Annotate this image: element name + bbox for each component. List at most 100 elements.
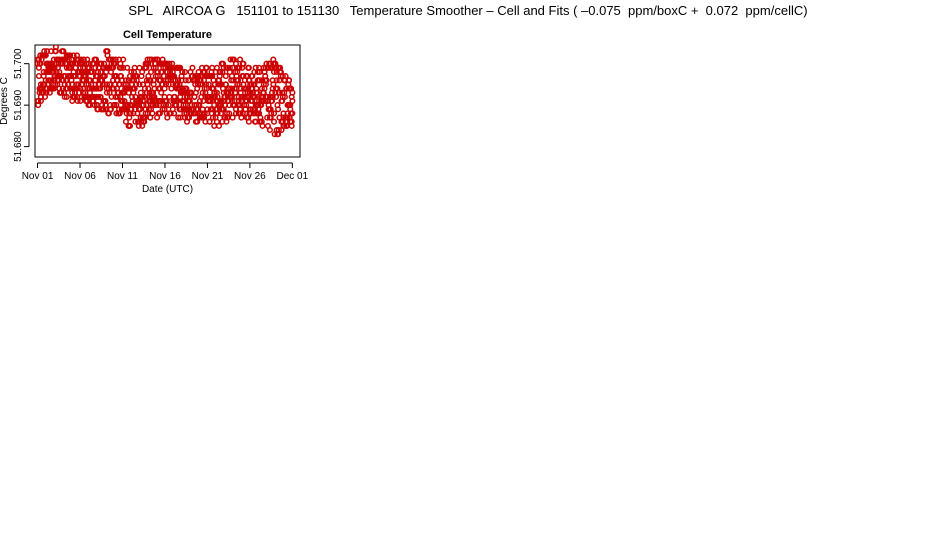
data-point [203, 64, 210, 71]
panel-cell-temperature: Cell Temperature Nov 01 Nov 06 Nov 11 Nov 16… [0, 29, 309, 195]
data-point [113, 102, 120, 109]
data-point [118, 64, 125, 71]
x-tick-label: Nov 06 [64, 171, 96, 182]
data-point [91, 102, 98, 109]
x-axis-label: Date (UTC) [142, 184, 193, 195]
data-point [136, 81, 143, 88]
data-point [209, 64, 216, 71]
data-point [148, 56, 155, 63]
data-point [226, 110, 233, 117]
data-point [156, 110, 163, 117]
data-point [217, 68, 224, 76]
data-point [63, 93, 70, 100]
data-point [74, 97, 81, 105]
data-point [168, 85, 175, 92]
data-point [194, 118, 201, 125]
data-point [264, 114, 271, 121]
data-point [188, 89, 195, 96]
data-point [166, 93, 173, 100]
data-point [70, 52, 77, 59]
data-point [104, 48, 111, 55]
data-point [136, 64, 143, 71]
data-point [71, 93, 78, 100]
data-point [268, 110, 275, 117]
data-point [273, 77, 280, 84]
data-point [179, 68, 186, 76]
data-point [124, 102, 131, 109]
data-point [253, 89, 261, 96]
data-point [205, 81, 212, 88]
data-point [124, 64, 131, 71]
data-point [269, 93, 276, 100]
data-point [61, 93, 68, 100]
data-point [275, 126, 282, 134]
y-tick-label: 51.680 [13, 131, 24, 162]
data-point [226, 64, 233, 71]
data-point [206, 118, 213, 125]
data-point [102, 97, 109, 105]
data-point [270, 110, 278, 117]
data-point [35, 73, 42, 80]
data-point [236, 56, 244, 63]
data-point [209, 114, 216, 121]
data-point [182, 77, 189, 84]
data-points [35, 45, 296, 138]
data-point [92, 56, 100, 63]
data-point [289, 89, 296, 96]
data-point [229, 114, 236, 121]
data-point [215, 122, 223, 129]
data-point [181, 68, 189, 76]
data-point [88, 68, 95, 76]
x-tick-label: Nov 11 [107, 171, 138, 182]
data-point [131, 64, 138, 71]
data-point [141, 93, 148, 100]
data-point [236, 64, 243, 71]
data-point [245, 118, 252, 125]
data-point [137, 106, 144, 113]
x-tick-label: Nov 01 [22, 171, 54, 182]
y-tick-label: 51.690 [13, 89, 24, 120]
data-point [143, 102, 150, 109]
data-point [270, 118, 278, 125]
data-point [97, 93, 104, 100]
data-point [171, 110, 178, 117]
data-point [122, 118, 129, 125]
data-point [158, 89, 165, 96]
data-point [106, 81, 113, 88]
data-point [201, 110, 208, 117]
x-tick-label: Nov 26 [234, 171, 266, 182]
y-tick-label: 51.700 [13, 48, 24, 79]
data-point [92, 64, 99, 71]
data-point [240, 60, 247, 67]
data-point [214, 110, 221, 117]
data-point [133, 73, 140, 80]
data-point [165, 102, 172, 109]
data-point [222, 73, 229, 80]
data-point [111, 102, 118, 109]
data-point [266, 126, 273, 134]
data-point [126, 122, 134, 129]
data-point [259, 122, 266, 129]
data-point [245, 64, 252, 71]
data-point [37, 97, 44, 105]
data-point [149, 110, 156, 117]
data-point [147, 77, 154, 84]
data-point [190, 110, 197, 117]
data-point [94, 93, 102, 100]
y-axis-label: Degrees C [0, 77, 10, 125]
data-point [222, 81, 229, 88]
data-point [147, 68, 155, 76]
data-point [52, 45, 59, 51]
x-tick-label: Nov 16 [149, 171, 181, 182]
data-point [112, 56, 119, 63]
data-point [282, 73, 289, 80]
data-point [289, 110, 296, 117]
panel-title: Cell Temperature [123, 29, 212, 41]
data-point [285, 77, 293, 84]
x-tick-label: Nov 21 [192, 171, 224, 182]
data-point [139, 68, 146, 76]
data-point [281, 93, 288, 100]
data-point [289, 97, 296, 105]
data-point [256, 77, 263, 84]
